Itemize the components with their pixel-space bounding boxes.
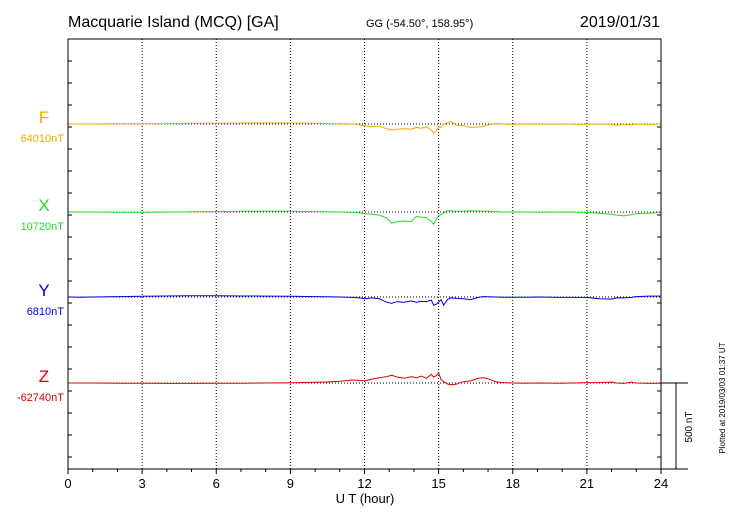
x-tick-label: 18 — [506, 476, 520, 491]
plot-frame — [67, 38, 662, 470]
series-name: F — [39, 108, 49, 127]
station-title: Macquarie Island (MCQ) [GA] — [68, 14, 279, 31]
series-baseline-value: -62740nT — [17, 392, 64, 404]
plotted-timestamp: Plotted at 2019/03/03 01:37 UT — [718, 342, 727, 453]
trace-f — [68, 121, 662, 134]
x-tick-label: 3 — [139, 476, 146, 491]
x-axis-ticks: 0 3 6 9 12 15 18 21 24 — [64, 60, 668, 491]
trace-y — [67, 295, 661, 307]
series-name: Y — [38, 281, 49, 300]
series-name: Z — [39, 367, 49, 386]
scale-label: 500 nT — [684, 411, 695, 442]
coordinates: GG (-54.50°, 158.95°) — [366, 18, 473, 30]
x-tick-label: 9 — [287, 476, 294, 491]
series-labels: F 64010nT X 10720nT Y 6810nT Z -62740nT — [17, 108, 64, 404]
x-tick-label: 21 — [580, 476, 594, 491]
series-name: X — [38, 196, 49, 215]
scale-bar — [661, 382, 688, 470]
grid — [141, 39, 588, 469]
x-axis-label: U T (hour) — [336, 491, 395, 506]
series-baseline-value: 64010nT — [21, 133, 65, 145]
plot-date: 2019/01/31 — [580, 14, 660, 31]
traces — [67, 121, 662, 386]
x-tick-label: 6 — [213, 476, 220, 491]
x-tick-label: 15 — [431, 476, 445, 491]
x-tick-label: 24 — [654, 476, 668, 491]
series-baseline-value: 6810nT — [27, 306, 65, 318]
x-tick-label: 0 — [64, 476, 71, 491]
trace-x — [68, 210, 662, 225]
x-tick-label: 12 — [357, 476, 371, 491]
series-baseline-value: 10720nT — [21, 221, 65, 233]
trace-z — [68, 371, 662, 386]
